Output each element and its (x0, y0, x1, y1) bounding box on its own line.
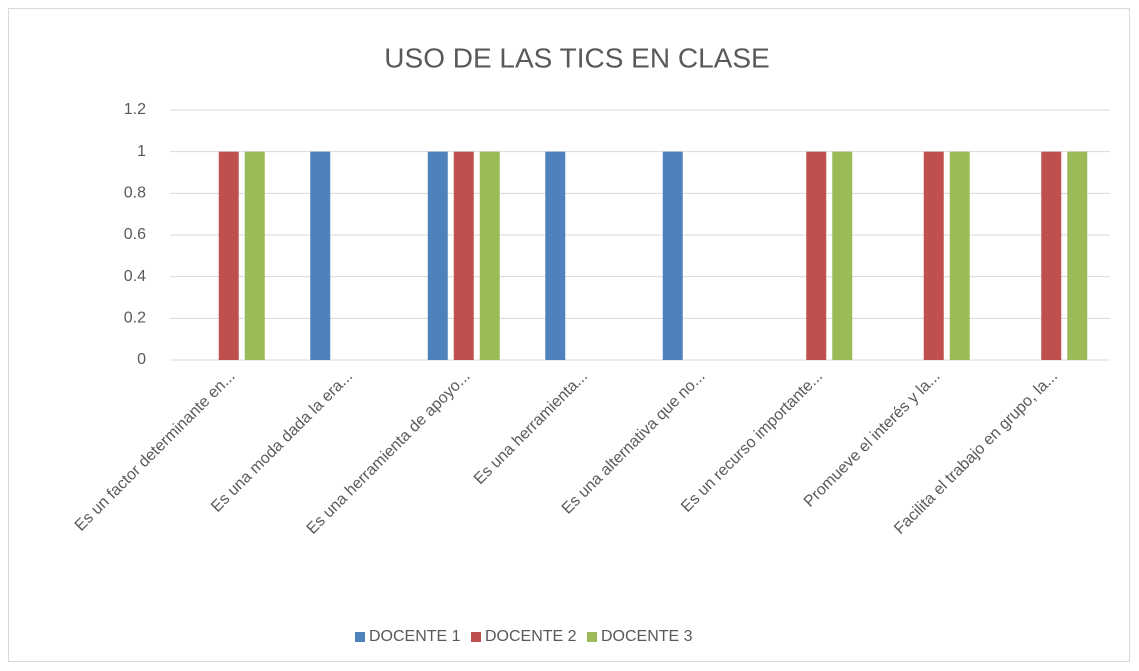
bar (949, 151, 970, 360)
y-tick-label: 1.2 (124, 101, 146, 118)
bar (662, 151, 683, 360)
bar (310, 151, 331, 360)
legend-label: DOCENTE 2 (485, 628, 577, 645)
legend-swatch (587, 632, 597, 642)
bar (806, 151, 827, 360)
y-tick-label: 0.4 (124, 268, 146, 285)
chart-title: USO DE LAS TICS EN CLASE (384, 42, 769, 73)
bar (1067, 151, 1088, 360)
legend-swatch (471, 632, 481, 642)
legend-swatch (355, 632, 365, 642)
bar (218, 151, 239, 360)
legend-label: DOCENTE 3 (601, 628, 693, 645)
bar (479, 151, 500, 360)
y-tick-label: 1 (137, 143, 146, 160)
bar (545, 151, 566, 360)
y-tick-label: 0 (137, 351, 146, 368)
bar (923, 151, 944, 360)
legend-label: DOCENTE 1 (369, 628, 461, 645)
y-tick-label: 0.8 (124, 185, 146, 202)
bar (453, 151, 474, 360)
bar (427, 151, 448, 360)
bar (1041, 151, 1062, 360)
bar (832, 151, 853, 360)
bar (244, 151, 265, 360)
y-tick-label: 0.6 (124, 226, 146, 243)
y-tick-label: 0.2 (124, 310, 146, 327)
